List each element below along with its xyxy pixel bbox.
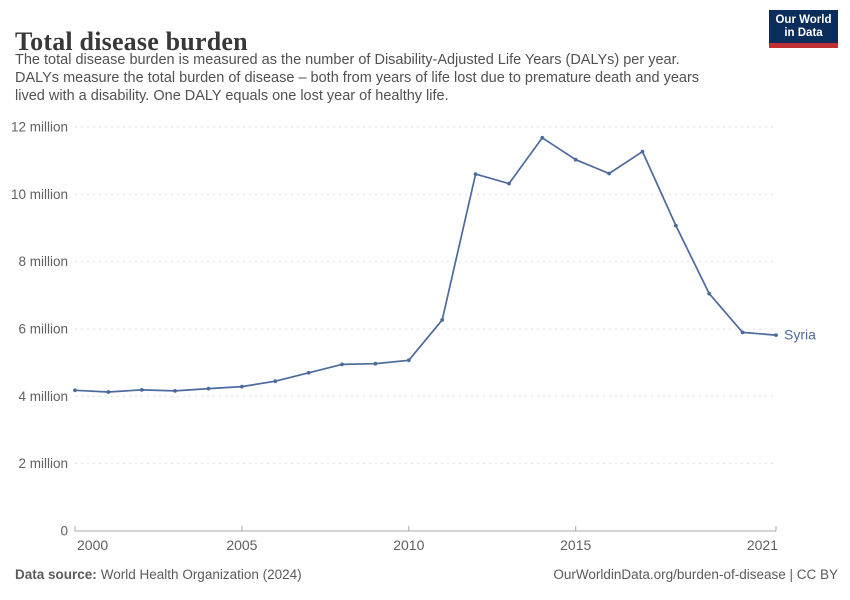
data-point-marker[interactable] (373, 361, 378, 366)
data-point-marker[interactable] (340, 362, 344, 367)
series-line-syria[interactable] (74, 136, 777, 393)
owid-logo-line1: Our World (775, 13, 832, 26)
chart-footer: Data source: World Health Organization (2… (15, 567, 838, 582)
y-axis-tick-label: 12 million (11, 120, 68, 135)
owid-logo[interactable]: Our World in Data (769, 10, 838, 48)
owid-attribution-link[interactable]: OurWorldinData.org/burden-of-disease | C… (553, 567, 838, 582)
series-label-syria: Syria (784, 327, 816, 343)
data-point-marker[interactable] (240, 384, 244, 389)
data-point-marker[interactable] (607, 171, 611, 176)
x-axis-tick-label: 2005 (226, 537, 257, 553)
y-axis-tick-label: 10 million (11, 187, 68, 202)
subtitle-line: lived with a disability. One DALY equals… (15, 88, 449, 104)
data-point-marker[interactable] (406, 358, 411, 363)
data-point-marker[interactable] (106, 390, 111, 394)
data-point-marker[interactable] (707, 291, 712, 296)
data-source-label: Data source: (15, 567, 97, 582)
data-point-marker[interactable] (473, 172, 478, 177)
data-point-marker[interactable] (206, 386, 211, 391)
data-point-marker[interactable] (507, 181, 511, 186)
x-axis-tick-label: 2000 (77, 537, 108, 553)
data-point-marker[interactable] (573, 157, 578, 162)
subtitle-line: The total disease burden is measured as … (15, 52, 680, 68)
owid-logo-line2: in Data (784, 26, 823, 39)
data-point-marker[interactable] (674, 223, 678, 228)
chart-subtitle: The total disease burden is measured as … (15, 51, 735, 105)
subtitle-line: DALYs measure the total burden of diseas… (15, 70, 700, 86)
data-source: Data source: World Health Organization (2… (15, 567, 302, 582)
data-source-value: World Health Organization (2024) (100, 567, 302, 582)
y-axis-tick-label: 2 million (18, 456, 68, 471)
data-point-marker[interactable] (540, 135, 545, 140)
data-point-marker[interactable] (640, 149, 645, 154)
x-axis-tick-label: 2021 (747, 537, 778, 553)
y-axis-tick-label: 6 million (18, 322, 68, 337)
x-axis-tick-label: 2015 (560, 537, 591, 553)
page-title: Total disease burden (15, 27, 248, 57)
data-point-marker[interactable] (273, 379, 278, 384)
data-point-marker[interactable] (740, 330, 745, 335)
data-point-marker[interactable] (440, 318, 445, 322)
y-axis-tick-label: 0 (60, 524, 68, 539)
data-point-marker[interactable] (73, 388, 77, 393)
data-point-marker[interactable] (774, 333, 778, 337)
data-point-marker[interactable] (173, 389, 178, 393)
y-axis-tick-label: 8 million (18, 254, 68, 269)
data-point-marker[interactable] (306, 370, 311, 375)
x-axis-tick-label: 2010 (393, 537, 424, 553)
data-point-marker[interactable] (139, 388, 144, 392)
y-axis-tick-label: 4 million (18, 389, 68, 404)
